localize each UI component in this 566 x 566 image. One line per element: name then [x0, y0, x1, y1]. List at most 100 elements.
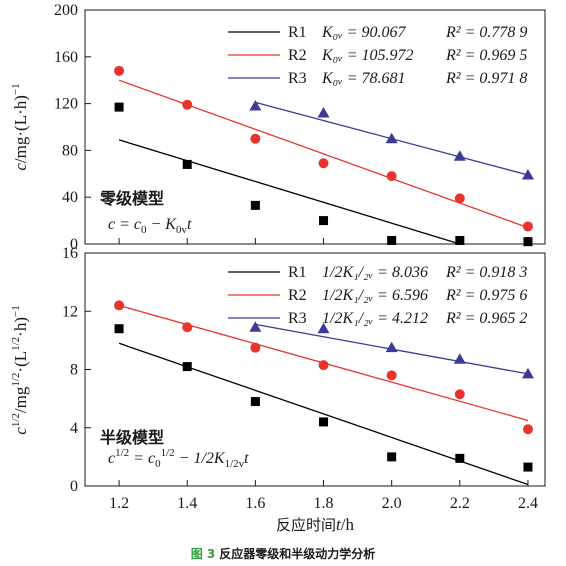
top-y-tick-label: 160: [54, 49, 78, 66]
top-panel-frame: [84, 9, 546, 245]
bottom-legend-entry-r1: R1 1/2K₁/₂ᵥ = 8.036 R² = 0.918 3: [228, 264, 527, 281]
caption-text: 反应器零级和半级动力学分析: [219, 546, 375, 561]
top-point-r2: [182, 99, 193, 110]
top-model-equation: c = c0 − K0vt: [108, 216, 192, 236]
bottom-series-r2: [114, 300, 533, 435]
top-point-r3: [521, 168, 534, 180]
top-point-r3: [453, 150, 466, 161]
top-legend-entry-r2: R2 K₀ᵥ = 105.972 R² = 0.969 5: [228, 47, 527, 64]
top-point-r3: [385, 132, 398, 144]
top-point-r1: [250, 200, 260, 210]
top-y-tick-label: 80: [62, 142, 78, 159]
bottom-y-tick-label: 16: [62, 245, 78, 262]
top-panel: 0 40 80 120 160 200 R1 K₀ᵥ = 90.067 R² = 0.778 9…: [54, 2, 534, 253]
top-point-r1: [523, 237, 533, 247]
top-point-r3: [317, 106, 330, 118]
bottom-y-axis-title: c1/2/mg1/2·(L1/2·h)−1: [10, 305, 30, 434]
x-tick-label: 1.4: [177, 495, 197, 512]
bottom-y-tick-label: 4: [70, 420, 78, 437]
top-y-tick-label: 0: [70, 236, 78, 253]
bottom-legend-name: R3: [288, 310, 307, 327]
bottom-y-tick-label: 12: [62, 303, 78, 320]
x-tick-label: 2.0: [382, 495, 402, 512]
top-legend-r2: R² = 0.969 5: [445, 47, 527, 64]
top-legend-name: R1: [288, 24, 307, 41]
top-point-r2: [318, 158, 329, 169]
bottom-legend-name: R2: [288, 287, 307, 304]
top-point-r1: [455, 235, 465, 245]
bottom-point-r1: [114, 324, 124, 334]
bottom-series-r3: [249, 321, 534, 379]
top-series-r2: [114, 65, 533, 232]
top-point-r1: [319, 216, 329, 226]
bottom-series-r1: [114, 324, 533, 486]
x-tick-label: 2.4: [518, 495, 538, 512]
bottom-point-r2: [454, 389, 465, 400]
x-tick-label: 2.2: [450, 495, 470, 512]
top-legend-param: K₀ᵥ = 78.681: [321, 70, 406, 87]
top-series-r1: [114, 102, 533, 247]
bottom-point-r2: [182, 322, 193, 333]
top-point-r2: [250, 133, 261, 144]
caption-number: 图 3: [191, 547, 216, 561]
bottom-point-r3: [317, 322, 330, 334]
bottom-legend-param: 1/2K₁/₂ᵥ = 4.212: [322, 310, 428, 327]
top-legend-name: R3: [288, 70, 307, 87]
bottom-point-r1: [523, 462, 533, 472]
top-y-tick-label: 120: [54, 96, 78, 113]
bottom-point-r3: [385, 341, 398, 353]
bottom-model-name: 半级模型: [100, 428, 164, 447]
top-point-r3: [249, 99, 262, 111]
bottom-legend-entry-r3: R3 1/2K₁/₂ᵥ = 4.212 R² = 0.965 2: [228, 310, 527, 327]
bottom-point-r2: [250, 342, 261, 353]
top-point-r1: [387, 235, 397, 245]
top-point-r2: [522, 221, 533, 232]
bottom-legend-r2: R² = 0.975 6: [445, 287, 527, 304]
top-point-r2: [386, 171, 397, 182]
bottom-point-r3: [249, 321, 262, 332]
bottom-legend-param: 1/2K₁/₂ᵥ = 6.596: [322, 287, 428, 304]
top-y-tick-label: 40: [62, 189, 78, 206]
bottom-point-r1: [250, 397, 260, 407]
bottom-point-r2: [114, 300, 125, 311]
bottom-point-r1: [182, 362, 192, 372]
bottom-point-r1: [319, 417, 329, 427]
bottom-point-r3: [521, 367, 534, 379]
bottom-model-equation: c1/2 = c01/2 − 1/2K1/2vt: [108, 447, 249, 470]
bottom-y-tick-label: 0: [70, 478, 78, 495]
top-y-axis-title: c/mg·(L·h)−1: [10, 83, 30, 170]
x-tick-label: 1.2: [109, 495, 129, 512]
bottom-point-r2: [522, 424, 533, 435]
top-legend-entry-r3: R3 K₀ᵥ = 78.681 R² = 0.971 8: [228, 70, 527, 87]
top-legend-r2: R² = 0.971 8: [445, 70, 527, 87]
bottom-legend-r2: R² = 0.965 2: [445, 310, 527, 327]
top-legend-entry-r1: R1 K₀ᵥ = 90.067 R² = 0.778 9: [228, 24, 527, 41]
bottom-point-r2: [318, 360, 329, 371]
bottom-y-tick-label: 8: [70, 362, 78, 379]
bottom-point-r3: [453, 353, 466, 364]
bottom-legend-r2: R² = 0.918 3: [445, 264, 527, 281]
top-legend-r2: R² = 0.778 9: [445, 24, 527, 41]
top-point-r2: [454, 193, 465, 204]
svg-text:c/mg·(L·h)−1: c/mg·(L·h)−1: [10, 83, 30, 170]
top-legend-param: K₀ᵥ = 105.972: [321, 47, 414, 64]
top-series-r3: [249, 99, 534, 180]
top-legend-param: K₀ᵥ = 90.067: [321, 24, 407, 41]
top-y-tick-label: 200: [54, 2, 78, 19]
top-model-name: 零级模型: [99, 189, 164, 208]
figure-caption: 图 3 反应器零级和半级动力学分析: [191, 546, 376, 561]
top-point-r1: [182, 159, 192, 169]
bottom-point-r1: [455, 453, 465, 463]
bottom-panel: 0 4 8 12 16 1.2 1.4 1.6 1.8 2.0 2.2 2.4 R1 1/2K₁/₂ᵥ =…: [62, 245, 538, 512]
svg-text:c1/2/mg1/2·(L1/2·h)−1: c1/2/mg1/2·(L1/2·h)−1: [10, 305, 30, 434]
bottom-legend-param: 1/2K₁/₂ᵥ = 8.036: [322, 264, 428, 281]
x-tick-label: 1.6: [245, 495, 265, 512]
x-tick-label: 1.8: [314, 495, 334, 512]
bottom-point-r2: [386, 370, 397, 381]
top-fit-line-r2: [118, 79, 529, 229]
bottom-point-r1: [387, 452, 397, 462]
top-point-r2: [114, 65, 125, 76]
top-legend-name: R2: [288, 47, 307, 64]
